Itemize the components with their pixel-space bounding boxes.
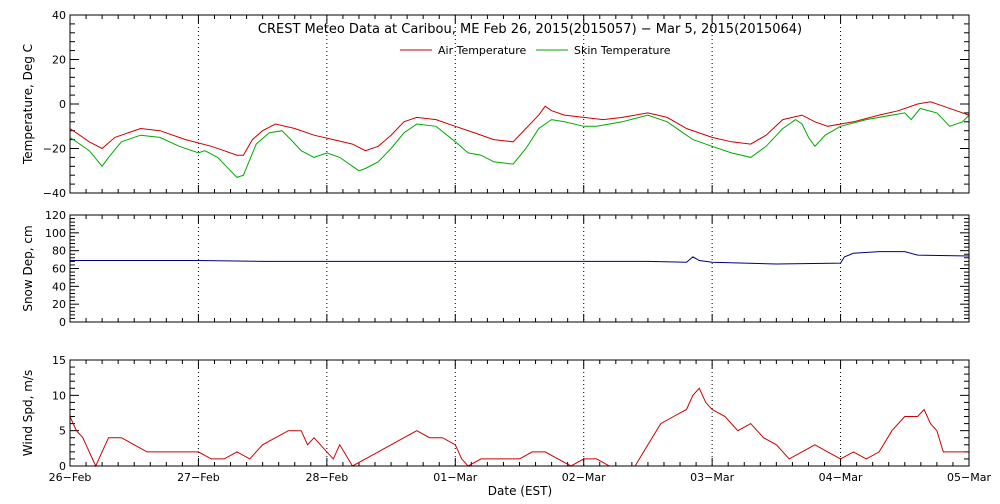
y-tick-label: 0 bbox=[59, 316, 66, 329]
x-tick-label: 04−Mar bbox=[819, 471, 863, 484]
y-tick-label: 15 bbox=[52, 354, 66, 367]
y-tick-label: 0 bbox=[59, 98, 66, 111]
y-axis-label-snow: Snow Dep, cm bbox=[21, 225, 35, 311]
plot-frame-snow bbox=[69, 214, 970, 323]
x-tick-label: 28−Feb bbox=[306, 471, 349, 484]
x-tick-label: 05−Mar bbox=[947, 471, 991, 484]
series-line-temperature-air-temperature bbox=[69, 101, 970, 156]
y-tick-label: 10 bbox=[52, 389, 66, 402]
y-tick-label: 40 bbox=[52, 9, 66, 22]
legend-label: Skin Temperature bbox=[574, 44, 671, 57]
series-line-snow-0 bbox=[70, 251, 970, 265]
y-tick-label: 60 bbox=[52, 263, 66, 276]
y-tick-label: −40 bbox=[43, 187, 66, 200]
y-tick-label: −20 bbox=[43, 143, 66, 156]
y-tick-label: 5 bbox=[59, 425, 66, 438]
x-tick-label: 27−Feb bbox=[177, 471, 220, 484]
legend-label: Air Temperature bbox=[438, 44, 527, 57]
x-tick-label: 26−Feb bbox=[49, 471, 92, 484]
y-tick-label: 20 bbox=[52, 54, 66, 67]
series-line-wind-0 bbox=[69, 387, 969, 468]
panel-snow: 0 20 40 60 80 100 120 Snow Dep, cm bbox=[21, 209, 970, 329]
y-tick-label: 120 bbox=[45, 209, 66, 222]
panel-temperature: −40 −20 0 20 40 Temperature, Deg C bbox=[21, 9, 970, 200]
legend: Air Temperature Skin Temperature bbox=[400, 44, 671, 57]
x-tick-label: 03−Mar bbox=[690, 471, 734, 484]
chart-title: CREST Meteo Data at Caribou, ME Feb 26, … bbox=[258, 22, 802, 37]
panel-wind: 0 5 10 15 Wind Spd, m/s bbox=[21, 354, 970, 473]
y-tick-label: 0 bbox=[59, 460, 66, 473]
y-tick-label: 80 bbox=[52, 245, 66, 258]
series-line-temperature-skin-temperature bbox=[69, 107, 970, 178]
plot-frame-temperature bbox=[69, 14, 970, 194]
x-tick-label: 02−Mar bbox=[562, 471, 606, 484]
y-tick-label: 20 bbox=[52, 298, 66, 311]
x-tick-label: 01−Mar bbox=[433, 471, 477, 484]
y-axis-label-wind: Wind Spd, m/s bbox=[21, 370, 35, 456]
y-tick-label: 40 bbox=[52, 280, 66, 293]
plot-frame-wind bbox=[69, 359, 970, 467]
y-tick-label: 100 bbox=[45, 227, 66, 240]
y-axis-label-temperature: Temperature, Deg C bbox=[21, 44, 35, 165]
x-axis-label: Date (EST) bbox=[488, 484, 552, 498]
